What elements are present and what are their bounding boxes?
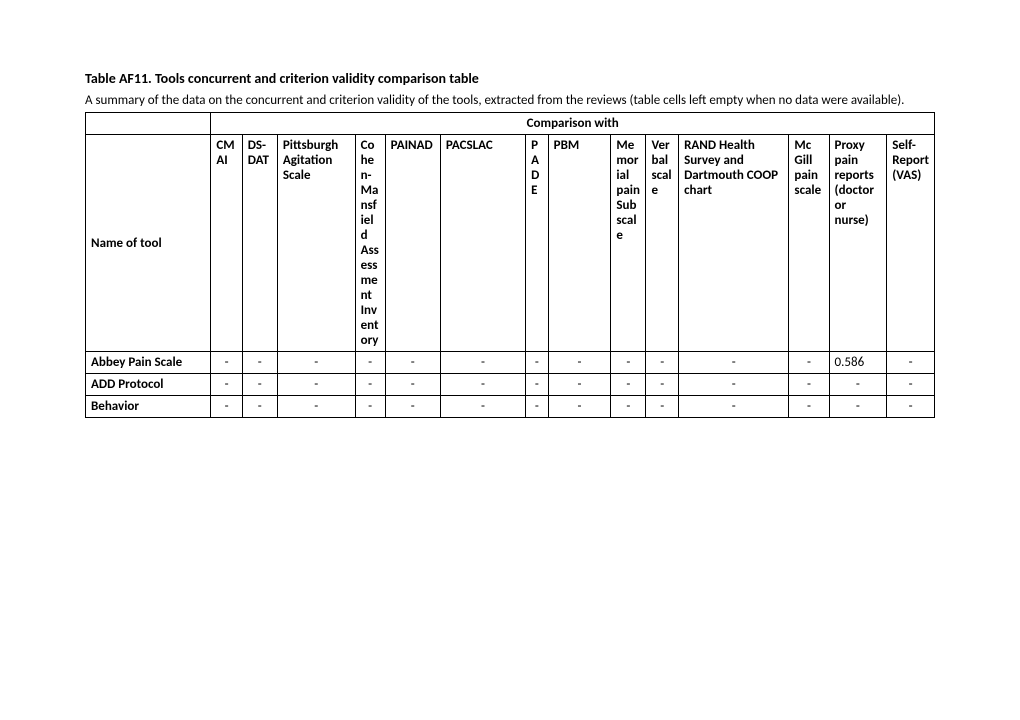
data-cell: - <box>829 374 887 396</box>
column-header: Self-Report (VAS) <box>887 135 935 352</box>
column-header: Memorial pain Subscale <box>611 135 646 352</box>
data-cell: - <box>646 374 679 396</box>
data-cell: 0.586 <box>829 352 887 374</box>
data-cell: - <box>829 396 887 418</box>
column-header: PACSLAC <box>440 135 525 352</box>
data-cell: - <box>277 396 355 418</box>
column-header: PADE <box>526 135 549 352</box>
tool-name-cell: Abbey Pain Scale <box>86 352 211 374</box>
data-cell: - <box>887 374 935 396</box>
data-cell: - <box>646 352 679 374</box>
name-of-tool-header: Name of tool <box>86 135 211 352</box>
data-cell: - <box>548 396 611 418</box>
data-cell: - <box>211 352 242 374</box>
data-cell: - <box>548 374 611 396</box>
data-cell: - <box>646 396 679 418</box>
column-header: Proxy pain reports (doctor or nurse) <box>829 135 887 352</box>
column-header: Mc Gill pain scale <box>789 135 829 352</box>
data-cell: - <box>211 396 242 418</box>
data-cell: - <box>277 352 355 374</box>
data-cell: - <box>789 374 829 396</box>
data-cell: - <box>679 374 789 396</box>
data-cell: - <box>211 374 242 396</box>
column-header: RAND Health Survey and Dartmouth COOP ch… <box>679 135 789 352</box>
validity-table: Comparison withName of toolCMAIDS-DATPit… <box>85 112 935 418</box>
data-cell: - <box>887 352 935 374</box>
data-cell: - <box>526 352 549 374</box>
data-cell: - <box>385 396 440 418</box>
data-cell: - <box>679 352 789 374</box>
column-header: PAINAD <box>385 135 440 352</box>
data-cell: - <box>355 396 385 418</box>
data-cell: - <box>526 374 549 396</box>
data-cell: - <box>355 352 385 374</box>
data-cell: - <box>611 396 646 418</box>
data-cell: - <box>611 374 646 396</box>
column-header: Pittsburgh Agitation Scale <box>277 135 355 352</box>
data-cell: - <box>385 352 440 374</box>
data-cell: - <box>277 374 355 396</box>
data-cell: - <box>355 374 385 396</box>
data-cell: - <box>526 396 549 418</box>
data-cell: - <box>679 396 789 418</box>
data-cell: - <box>440 352 525 374</box>
data-cell: - <box>440 396 525 418</box>
data-cell: - <box>887 396 935 418</box>
data-cell: - <box>242 374 277 396</box>
table-title: Table AF11. Tools concurrent and criteri… <box>85 70 935 87</box>
table-subtitle: A summary of the data on the concurrent … <box>85 93 935 108</box>
column-header: Verbal scale <box>646 135 679 352</box>
data-cell: - <box>611 352 646 374</box>
comparison-with-header: Comparison with <box>211 113 935 135</box>
tool-name-cell: ADD Protocol <box>86 374 211 396</box>
tool-name-cell: Behavior <box>86 396 211 418</box>
data-cell: - <box>242 396 277 418</box>
data-cell: - <box>385 374 440 396</box>
column-header: CMAI <box>211 135 242 352</box>
column-header: PBM <box>548 135 611 352</box>
data-cell: - <box>440 374 525 396</box>
column-header: DS-DAT <box>242 135 277 352</box>
data-cell: - <box>548 352 611 374</box>
column-header: Cohen-Mansfield Assessment Inventory <box>355 135 385 352</box>
data-cell: - <box>242 352 277 374</box>
data-cell: - <box>789 396 829 418</box>
data-cell: - <box>789 352 829 374</box>
corner-cell <box>86 113 211 135</box>
